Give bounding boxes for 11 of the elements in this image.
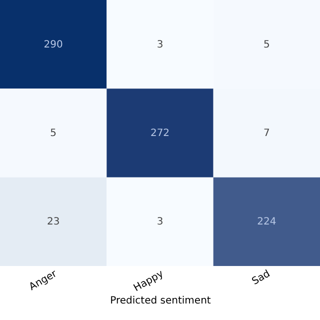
x-axis-title: Predicted sentiment <box>110 295 211 306</box>
data-label: 5 <box>50 128 57 139</box>
x-tick-label: Sad <box>250 268 272 288</box>
data-label: 3 <box>156 39 164 50</box>
data-label: 290 <box>44 39 63 50</box>
data-label: 5 <box>263 39 270 50</box>
data-label: 7 <box>263 128 270 139</box>
data-label: 272 <box>150 128 170 139</box>
data-label: 224 <box>257 216 276 228</box>
data-label: 3 <box>156 216 164 228</box>
data-label: 23 <box>46 216 60 228</box>
